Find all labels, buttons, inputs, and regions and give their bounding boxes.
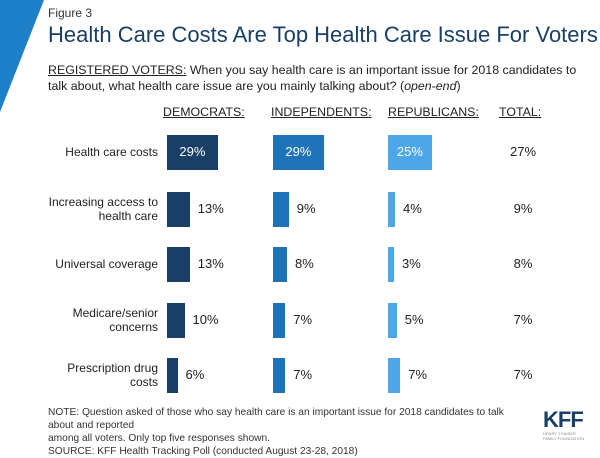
total-value: 8% [513,256,533,271]
value-label-democrats: 10% [192,312,219,327]
bar-independents [273,357,286,393]
question-text: REGISTERED VOTERS: When you say health c… [48,62,593,94]
kff-logo: KFF HENRY J KAISER FAMILY FOUNDATION [543,407,591,442]
logo-sub-2: FAMILY FOUNDATION [543,436,585,441]
value-label-independents: 8% [295,256,314,271]
value-label-democrats: 13% [197,256,224,271]
total-value: 7% [513,312,533,327]
value-label-republicans: 25% [396,144,423,159]
total-value: 27% [509,144,537,159]
value-label-independents: 29% [285,144,312,159]
category-label-line: Increasing access to [48,195,158,209]
value-label-independents: 7% [293,367,313,382]
note-line-2: among all voters. Only top five response… [48,433,270,444]
bar-independents [273,246,287,282]
footnote: NOTE: Question asked of those who say he… [48,406,528,458]
question-end: ) [456,79,461,93]
value-label-republicans: 4% [403,201,422,216]
logo-sub-1: HENRY J KAISER [543,431,576,436]
category-label-line: Universal coverage [55,257,158,271]
category-label: Prescription drug costs [40,361,158,389]
header-independents: INDEPENDENTS: [271,105,372,119]
bar-republicans [388,134,432,170]
bar-democrats [167,246,190,282]
category-label: Increasing access to health care [40,195,158,223]
logo-text: KFF [543,407,584,432]
category-label-line: costs [129,375,158,389]
value-label-republicans: 7% [408,367,428,382]
category-label: Health care costs [40,145,158,159]
question-body: When you say health care is an important… [48,63,577,93]
category-label-line: Prescription drug [67,361,158,375]
category-label-line: Health care costs [65,145,158,159]
value-label-republicans: 3% [402,256,421,271]
bar-democrats [167,134,218,170]
corner-triangle [0,0,44,112]
bar-republicans [388,246,394,282]
header-total: TOTAL: [499,105,542,119]
category-label-line: concerns [109,320,158,334]
value-label-independents: 9% [296,201,316,216]
value-label-democrats: 6% [185,367,205,382]
bar-republicans [388,191,395,227]
question-group: REGISTERED VOTERS: [48,63,187,77]
bar-independents [273,134,324,170]
value-label-democrats: 29% [179,144,206,159]
value-label-republicans: 5% [404,312,424,327]
chart-title: Health Care Costs Are Top Health Care Is… [48,22,598,47]
bar-democrats [167,191,190,227]
question-italic: open-end [404,79,457,93]
category-label-line: Medicare/senior [72,306,158,320]
header-republicans: REPUBLICANS: [388,105,479,119]
total-value: 9% [513,201,533,216]
value-label-democrats: 13% [197,201,224,216]
bar-republicans [388,357,401,393]
total-value: 7% [513,367,533,382]
bar-republicans [388,302,397,338]
bar-independents [273,302,286,338]
category-label-line: health care [98,209,158,223]
value-label-independents: 7% [293,312,313,327]
bar-democrats [167,357,178,393]
header-democrats: DEMOCRATS: [163,105,245,119]
figure-label: Figure 3 [48,6,93,20]
source-line: SOURCE: KFF Health Tracking Poll (conduc… [48,446,358,457]
bar-democrats [167,302,185,338]
bar-independents [273,191,289,227]
category-label: Medicare/senior concerns [40,306,158,334]
note-line-1: NOTE: Question asked of those who say he… [48,407,504,431]
category-label: Universal coverage [40,257,158,271]
